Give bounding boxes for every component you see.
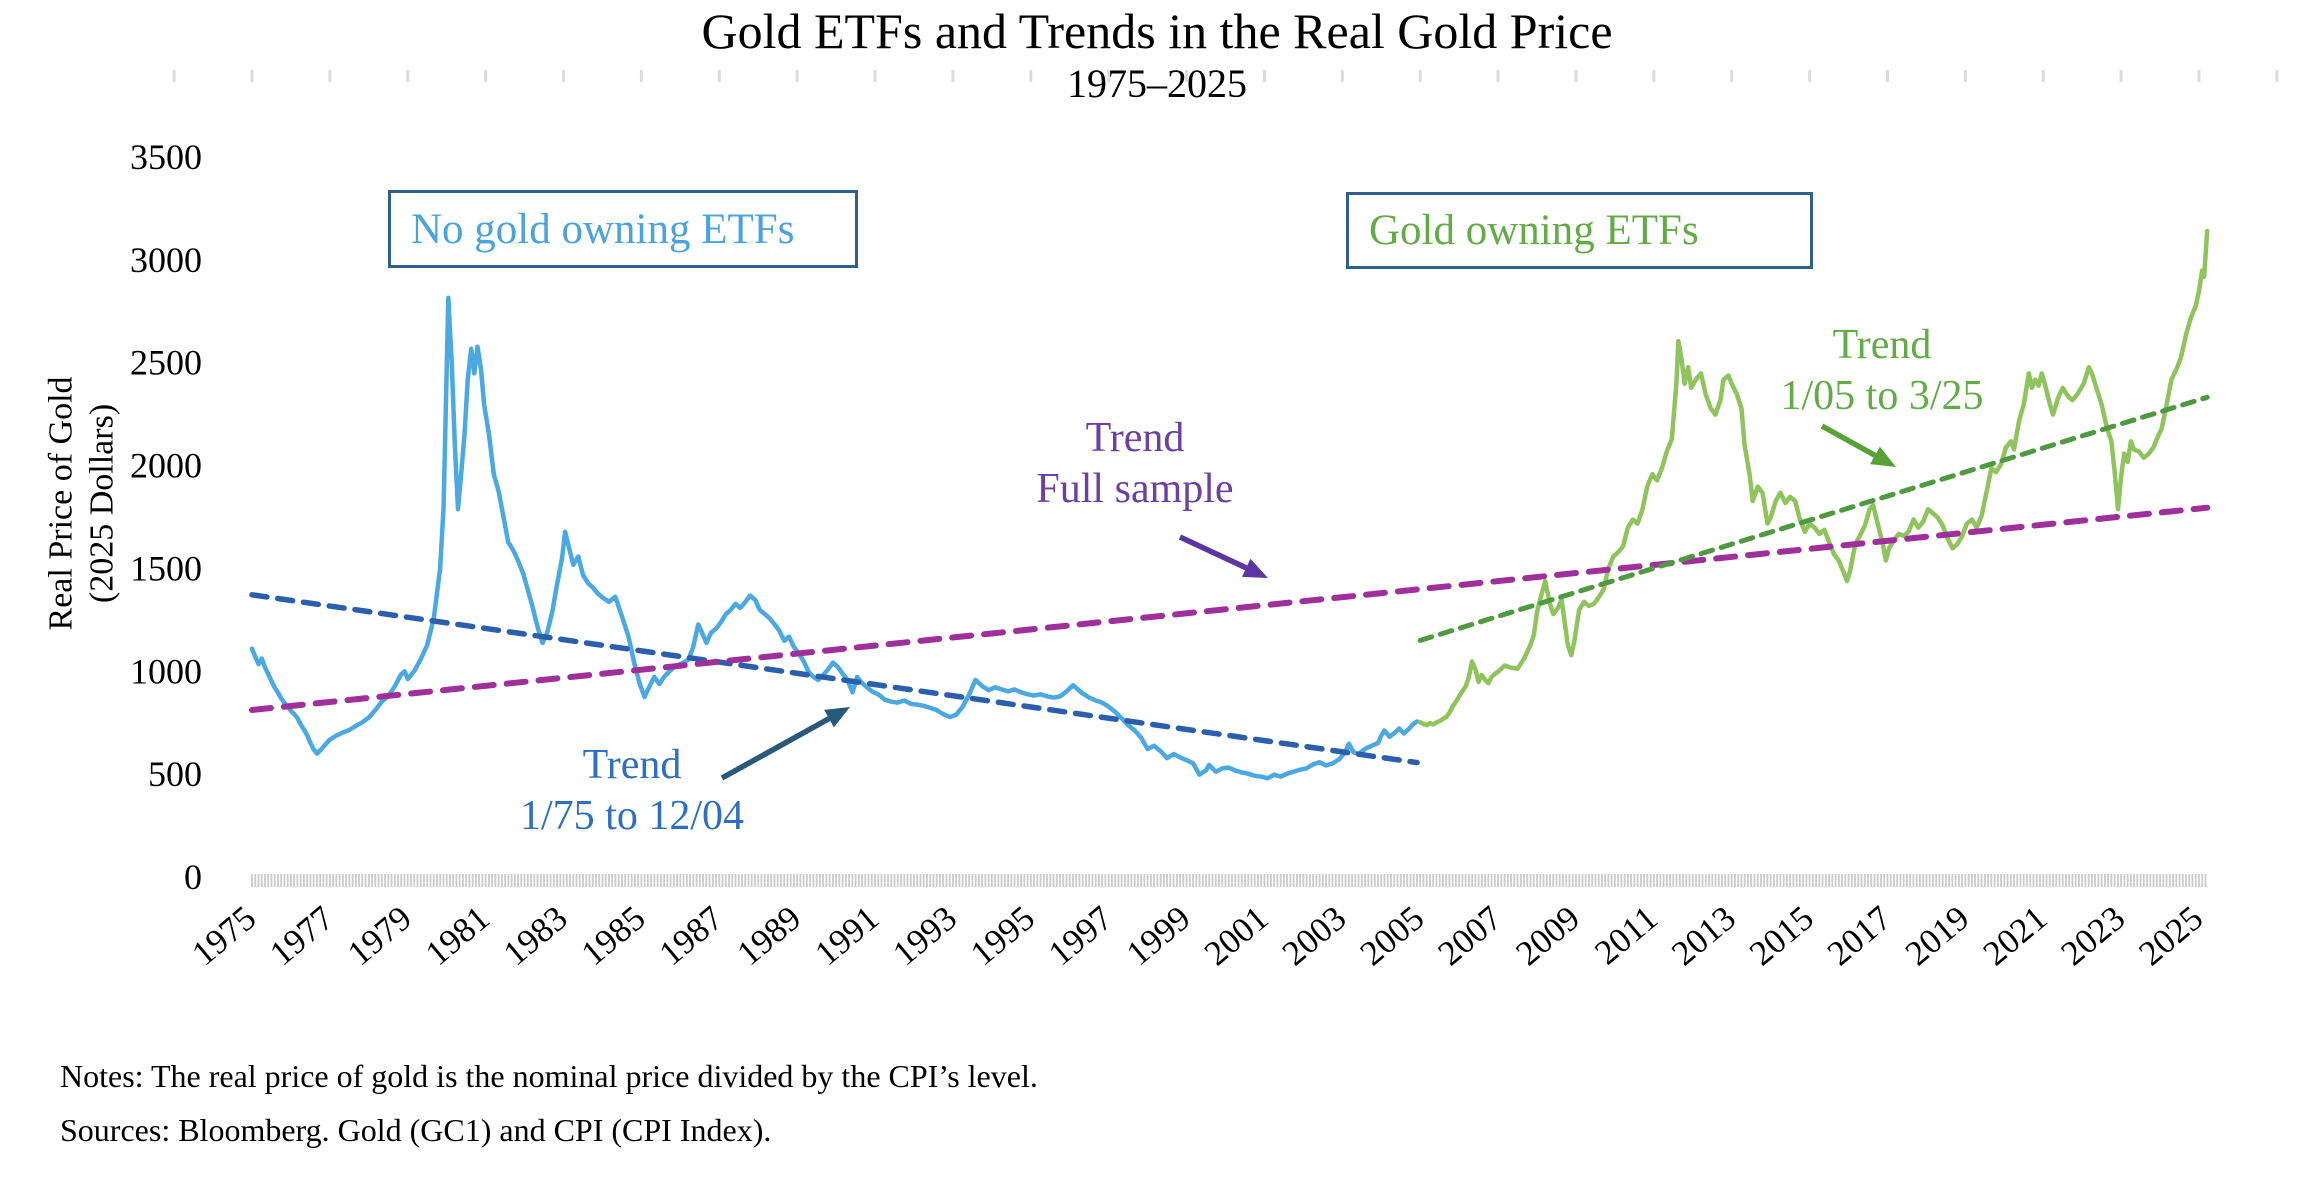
annotation-trend-post-etf-line2: 1/05 to 3/25 bbox=[1780, 373, 1984, 420]
annotation-arrow-full-sample bbox=[1178, 534, 1248, 571]
x-tick-label-2009: 2009 bbox=[1508, 898, 1587, 973]
x-tick-label-1997: 1997 bbox=[1041, 898, 1120, 973]
trend-post-etf-line bbox=[1417, 394, 2210, 643]
x-tick-label-1983: 1983 bbox=[496, 898, 575, 973]
no-gold-etf-era-label: No gold owning ETFs bbox=[411, 205, 795, 253]
x-tick-label-1979: 1979 bbox=[340, 898, 419, 973]
sources-line: Sources: Bloomberg. Gold (GC1) and CPI (… bbox=[60, 1111, 772, 1148]
trend-pre-etf-line bbox=[249, 592, 1420, 766]
chart-subtitle: 1975–2025 bbox=[1067, 61, 1247, 106]
y-tick-label-3000: 3000 bbox=[130, 240, 202, 280]
y-tick-label-3500: 3500 bbox=[130, 137, 202, 177]
annotation-trend-full-sample-line1: Trend bbox=[1085, 415, 1185, 461]
x-tick-label-1999: 1999 bbox=[1119, 898, 1198, 973]
y-tick-label-2000: 2000 bbox=[130, 446, 202, 486]
gold-etf-era-box: Gold owning ETFs bbox=[1346, 192, 1813, 269]
gold-etf-era-label: Gold owning ETFs bbox=[1369, 207, 1699, 254]
x-tick-label-2013: 2013 bbox=[1664, 898, 1743, 973]
x-tick-label-2021: 2021 bbox=[1976, 898, 2055, 973]
annotation-trend-post-etf: Trend 1/05 to 3/25 bbox=[1732, 320, 2032, 422]
x-tick-label-1981: 1981 bbox=[418, 898, 497, 973]
x-tick-label-2025: 2025 bbox=[2131, 898, 2210, 973]
no-gold-etf-era-box: No gold owning ETFs bbox=[388, 190, 858, 268]
annotation-trend-pre-etf: Trend 1/75 to 12/04 bbox=[482, 740, 782, 842]
x-tick-label-2023: 2023 bbox=[2054, 898, 2133, 973]
x-tick-label-2017: 2017 bbox=[1820, 898, 1899, 973]
notes-line: Notes: The real price of gold is the nom… bbox=[60, 1058, 1038, 1094]
annotation-trend-full-sample: Trend Full sample bbox=[985, 413, 1285, 515]
chart-title: Gold ETFs and Trends in the Real Gold Pr… bbox=[701, 3, 1613, 59]
chart-notes: Notes: The real price of gold is the nom… bbox=[60, 1050, 1038, 1158]
trend-full-sample-line bbox=[249, 504, 2211, 713]
x-tick-label-2011: 2011 bbox=[1587, 898, 1665, 972]
y-tick-label-1000: 1000 bbox=[130, 651, 202, 691]
annotation-arrow-post-etf bbox=[1820, 423, 1877, 458]
x-tick-label-1975: 1975 bbox=[184, 898, 263, 973]
y-tick-label-500: 500 bbox=[148, 754, 202, 794]
x-tick-label-2019: 2019 bbox=[1898, 898, 1977, 973]
x-tick-label-2003: 2003 bbox=[1275, 898, 1354, 973]
y-tick-label-0: 0 bbox=[184, 857, 202, 897]
x-tick-label-2007: 2007 bbox=[1431, 898, 1510, 973]
annotation-trend-post-etf-line1: Trend bbox=[1832, 322, 1932, 368]
y-tick-label-2500: 2500 bbox=[130, 343, 202, 383]
series-etf-line bbox=[1417, 228, 2210, 728]
series-no-etf-line bbox=[249, 295, 1420, 781]
x-tick-label-1977: 1977 bbox=[262, 898, 341, 973]
x-tick-label-2005: 2005 bbox=[1353, 898, 1432, 973]
x-tick-label-1985: 1985 bbox=[574, 898, 653, 973]
x-tick-label-1987: 1987 bbox=[652, 898, 731, 973]
annotation-arrow-pre-etf-head bbox=[824, 707, 850, 728]
x-tick-label-2015: 2015 bbox=[1742, 898, 1821, 973]
annotation-trend-pre-etf-line2: 1/75 to 12/04 bbox=[519, 793, 744, 840]
x-tick-label-1993: 1993 bbox=[885, 898, 964, 973]
annotation-arrow-full-sample-head bbox=[1242, 558, 1268, 578]
annotation-trend-full-sample-line2: Full sample bbox=[1036, 466, 1234, 513]
x-tick-label-1995: 1995 bbox=[963, 898, 1042, 973]
annotation-arrow-pre-etf bbox=[720, 716, 831, 781]
x-tick-label-1989: 1989 bbox=[730, 898, 809, 973]
x-tick-label-2001: 2001 bbox=[1197, 898, 1276, 973]
annotation-arrow-post-etf-head bbox=[1870, 446, 1896, 467]
annotation-trend-pre-etf-line1: Trend bbox=[582, 742, 682, 788]
x-tick-label-1991: 1991 bbox=[807, 898, 886, 973]
y-tick-label-1500: 1500 bbox=[130, 548, 202, 588]
